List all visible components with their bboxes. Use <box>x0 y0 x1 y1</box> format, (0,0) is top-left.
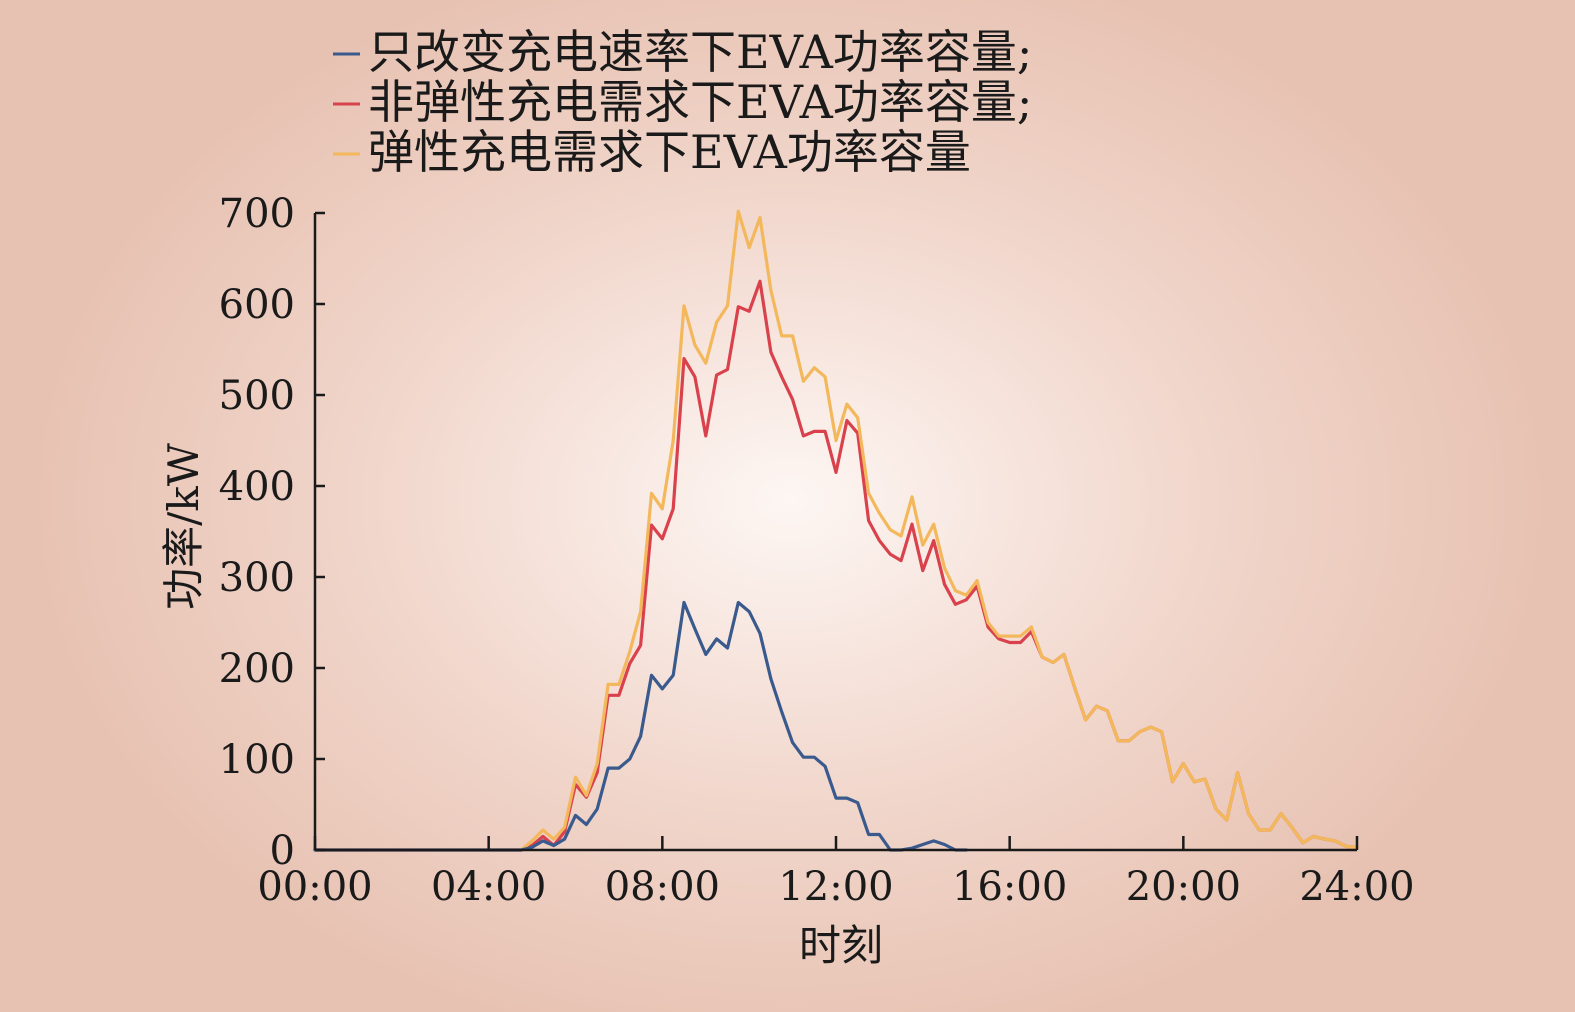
x-tick-label: 20:00 <box>1126 864 1241 910</box>
y-axis-title: 功率/kW <box>159 442 208 610</box>
x-tick-label: 24:00 <box>1299 864 1414 910</box>
series-line-3 <box>313 209 1359 852</box>
x-axis-title: 时刻 <box>799 921 883 970</box>
legend: 只改变充电速率下EVA功率容量;非弹性充电需求下EVA功率容量;弹性充电需求下E… <box>333 25 1032 179</box>
x-tick-label: 16:00 <box>952 864 1067 910</box>
y-tick-label: 200 <box>219 646 295 692</box>
x-tick-label: 08:00 <box>605 864 720 910</box>
legend-label: 非弹性充电需求下EVA功率容量; <box>368 75 1032 129</box>
y-tick-label: 600 <box>219 282 295 328</box>
y-tick-label: 700 <box>219 191 295 237</box>
series-line-1 <box>313 600 968 852</box>
axes <box>313 213 1357 852</box>
x-tick-label: 04:00 <box>431 864 546 910</box>
series-lines <box>313 209 1359 852</box>
y-tick-label: 400 <box>219 464 295 510</box>
y-tick-label: 100 <box>219 737 295 783</box>
legend-label: 只改变充电速率下EVA功率容量; <box>368 25 1032 79</box>
x-tick-label: 00:00 <box>257 864 372 910</box>
y-tick-label: 300 <box>219 555 295 601</box>
series-line-2 <box>313 279 1359 852</box>
y-tick-label: 0 <box>270 828 295 874</box>
legend-label: 弹性充电需求下EVA功率容量 <box>368 125 971 179</box>
ticks: 0 100 200 300 400 500 600 700 00:00 04:00 08:00 12:… <box>219 191 1415 910</box>
x-tick-label: 12:00 <box>778 864 893 910</box>
y-tick-label: 500 <box>219 373 295 419</box>
